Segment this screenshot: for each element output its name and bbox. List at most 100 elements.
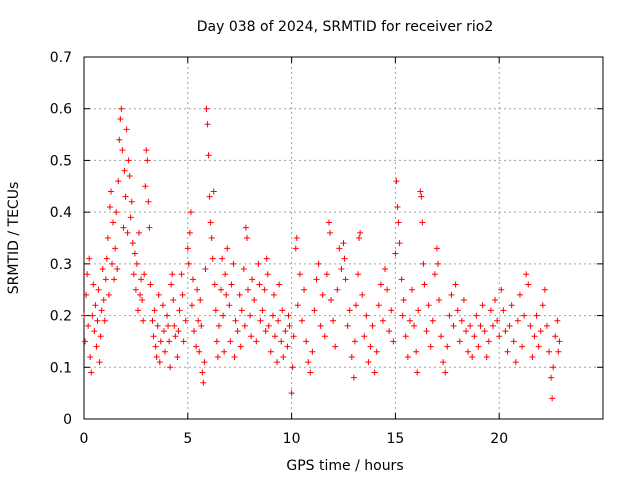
data-point (325, 219, 332, 226)
data-point (89, 312, 96, 319)
data-point (175, 328, 182, 335)
data-point (286, 322, 293, 329)
data-point (285, 312, 292, 319)
data-point (212, 307, 219, 314)
data-point (109, 260, 116, 267)
data-point (187, 209, 194, 216)
data-point (117, 116, 124, 123)
data-point (247, 312, 254, 319)
data-point (215, 322, 222, 329)
data-point (555, 348, 562, 355)
chart-title: Day 038 of 2024, SRMTID for receiver rio… (197, 19, 494, 35)
data-point (130, 271, 137, 278)
data-point (290, 333, 297, 340)
data-point (143, 147, 150, 154)
data-point (327, 229, 334, 236)
data-point (429, 317, 436, 324)
data-point (506, 322, 513, 329)
data-point (492, 297, 499, 304)
data-point (552, 333, 559, 340)
data-point (525, 281, 532, 288)
data-point (101, 317, 108, 324)
data-point (84, 271, 91, 278)
data-point (182, 317, 189, 324)
data-point (234, 328, 241, 335)
data-point (156, 359, 163, 366)
y-tick-label: 0.7 (50, 50, 72, 66)
data-point (237, 343, 244, 350)
data-point (126, 172, 133, 179)
data-point (231, 353, 238, 360)
data-point (259, 307, 266, 314)
data-point (533, 312, 540, 319)
data-point (185, 260, 192, 267)
data-point (554, 317, 561, 324)
data-point (186, 229, 193, 236)
data-point (442, 369, 449, 376)
data-point (298, 317, 305, 324)
data-point (157, 338, 164, 345)
data-point (146, 224, 153, 231)
data-point (400, 297, 407, 304)
data-point (450, 322, 457, 329)
x-tick-label: 5 (183, 431, 192, 447)
data-point (293, 235, 300, 241)
data-point (195, 317, 202, 324)
data-point (307, 369, 314, 376)
data-point (510, 338, 517, 345)
data-point (122, 193, 129, 200)
data-point (123, 126, 130, 133)
data-point (390, 338, 397, 345)
data-point (209, 255, 216, 262)
data-point (294, 302, 301, 309)
data-point (198, 322, 205, 329)
data-point (154, 322, 161, 329)
data-points (81, 105, 563, 402)
data-point (434, 260, 441, 267)
data-point (83, 291, 90, 298)
data-point (214, 353, 221, 360)
data-point (161, 348, 168, 355)
data-point (169, 271, 176, 278)
data-point (137, 291, 144, 298)
data-point (85, 322, 92, 329)
data-point (556, 338, 563, 345)
data-point (196, 348, 203, 355)
data-point (384, 286, 391, 293)
data-point (208, 235, 215, 241)
data-point (342, 276, 349, 283)
data-point (114, 266, 121, 273)
data-point (504, 348, 511, 355)
data-point (211, 281, 218, 288)
data-point (222, 271, 229, 278)
data-point (207, 219, 214, 226)
data-point (454, 307, 461, 314)
data-point (129, 240, 136, 247)
data-point (199, 369, 206, 376)
data-point (95, 286, 102, 293)
data-point (271, 333, 278, 340)
data-point (249, 276, 256, 283)
data-point (167, 364, 174, 371)
data-point (319, 291, 326, 298)
data-point (189, 276, 196, 283)
data-point (417, 188, 424, 195)
data-point (539, 302, 546, 309)
y-tick-label: 0.6 (50, 102, 72, 118)
data-point (394, 203, 401, 210)
data-point (475, 343, 482, 350)
data-point (230, 260, 237, 267)
data-point (392, 250, 399, 257)
y-axis-label: SRMTID / TECUs (6, 182, 22, 295)
data-point (514, 317, 521, 324)
data-point (133, 260, 140, 267)
data-point (102, 276, 109, 283)
data-point (433, 245, 440, 252)
data-point (279, 307, 286, 314)
data-point (350, 374, 357, 381)
data-point (471, 333, 478, 340)
y-tick-label: 0 (63, 412, 72, 428)
data-point (92, 302, 99, 309)
data-point (521, 312, 528, 319)
data-point (338, 266, 345, 273)
